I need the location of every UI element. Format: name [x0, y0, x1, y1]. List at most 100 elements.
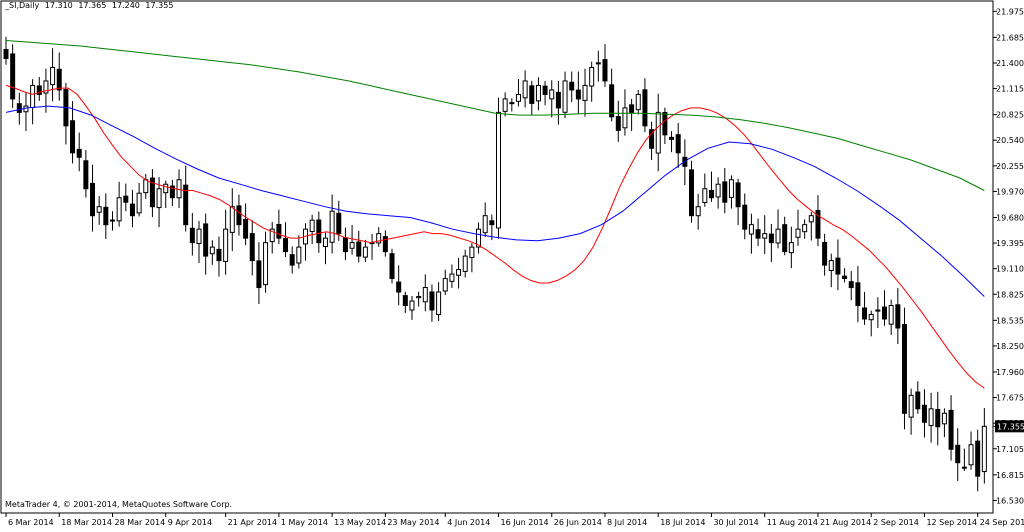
y-tick-label: 19.395 [996, 239, 1024, 248]
candle-bear [649, 129, 655, 149]
candle-bear [276, 223, 282, 239]
candle-bull [888, 305, 894, 325]
candle-bear [901, 324, 907, 414]
candle-bull [96, 206, 102, 213]
candle-bear [3, 49, 9, 59]
candle-bull [209, 246, 215, 255]
candle-bear [629, 104, 635, 113]
candle-bull [515, 93, 521, 102]
candle-bear [56, 68, 62, 91]
candle-bear [203, 223, 209, 257]
x-tick-label: 18 Mar 2014 [61, 518, 112, 527]
candle-bear [882, 306, 888, 320]
candle-bear [243, 218, 249, 239]
candle-bear [895, 304, 901, 329]
open-value: 17.310 [44, 1, 73, 10]
y-tick-label: 20.540 [996, 136, 1024, 145]
candle-bear [848, 281, 854, 289]
candle-bull [695, 206, 701, 217]
candle-bull [43, 80, 49, 94]
candle-bull [981, 425, 987, 473]
candle-bull [50, 66, 56, 86]
x-tick-label: 2 Sep 2014 [873, 518, 919, 527]
candle-bear [149, 177, 155, 208]
candle-bear [342, 237, 348, 253]
candle-bear [755, 229, 761, 239]
candle-bull [263, 242, 269, 286]
candle-bear [402, 295, 408, 307]
candle-bull [828, 260, 834, 271]
candle-bear [555, 91, 561, 109]
candle-bear [722, 181, 728, 203]
candle-bull [502, 98, 508, 112]
y-tick-label: 18.535 [996, 316, 1024, 325]
candle-bull [409, 300, 415, 311]
candle-bear [389, 253, 395, 280]
current-price-box [995, 420, 1024, 433]
x-tick-label: 6 Mar 2014 [8, 518, 54, 527]
y-tick-label: 20.825 [996, 111, 1024, 120]
y-tick-label: 16.530 [996, 496, 1024, 505]
candle-bull [436, 291, 442, 316]
y-tick-label: 18.250 [996, 342, 1024, 351]
candle-bear [289, 254, 295, 266]
candle-bear [855, 282, 861, 307]
x-tick-label: 11 Aug 2014 [767, 518, 818, 527]
candle-bear [921, 404, 927, 423]
candle-bear [742, 204, 748, 230]
close-value: 17.355 [145, 1, 174, 10]
candle-bull [469, 246, 475, 259]
y-tick-label: 17.960 [996, 368, 1024, 377]
candle-bear [169, 185, 175, 199]
candle-bear [815, 210, 821, 239]
candle-bull [562, 80, 568, 113]
candle-bear [822, 241, 828, 266]
candle-bear [123, 195, 129, 203]
candle-bull [416, 296, 422, 299]
candle-bull [928, 408, 934, 427]
candle-bear [489, 220, 495, 226]
candle-bull [462, 255, 468, 272]
candle-bull [702, 188, 708, 203]
candle-bull [136, 192, 142, 214]
candle-bull [442, 278, 448, 292]
candle-bull [482, 215, 488, 234]
high-value: 17.365 [78, 1, 107, 10]
candle-bull [329, 210, 335, 243]
candle-bear [336, 212, 342, 235]
candle-bear [249, 233, 255, 262]
candle-bull [362, 246, 368, 258]
candle-bear [129, 203, 135, 217]
candle-bull [196, 228, 202, 244]
candle-bear [935, 408, 941, 428]
candle-bear [842, 275, 848, 280]
candle-bear [615, 116, 621, 131]
ma-fast-line [5, 84, 985, 389]
candle-bear [283, 238, 289, 253]
x-tick-label: 12 Sep 2014 [926, 518, 977, 527]
candle-bear [915, 391, 921, 410]
candle-bear [103, 206, 109, 226]
candle-bear [689, 169, 695, 217]
candle-bear [10, 53, 16, 100]
candle-bear [90, 182, 96, 217]
candle-bear [183, 184, 189, 226]
candle-bear [396, 281, 402, 293]
candle-bear [36, 85, 42, 95]
candle-bull [795, 228, 801, 238]
candle-bear [216, 248, 222, 262]
x-tick-label: 13 May 2014 [334, 518, 386, 527]
copyright-text: MetaTrader 4, © 2001-2014, MetaQuotes So… [5, 500, 233, 509]
y-tick-label: 16.815 [996, 471, 1024, 480]
y-tick-label: 18.825 [996, 290, 1024, 299]
x-tick-label: 1 May 2014 [281, 518, 328, 527]
y-tick-label: 19.680 [996, 213, 1024, 222]
candle-bear [256, 260, 262, 289]
candle-bull [322, 237, 328, 247]
candle-bull [582, 84, 588, 101]
candle-bull [422, 287, 428, 303]
candle-bull [808, 215, 814, 223]
low-value: 17.240 [111, 1, 140, 10]
